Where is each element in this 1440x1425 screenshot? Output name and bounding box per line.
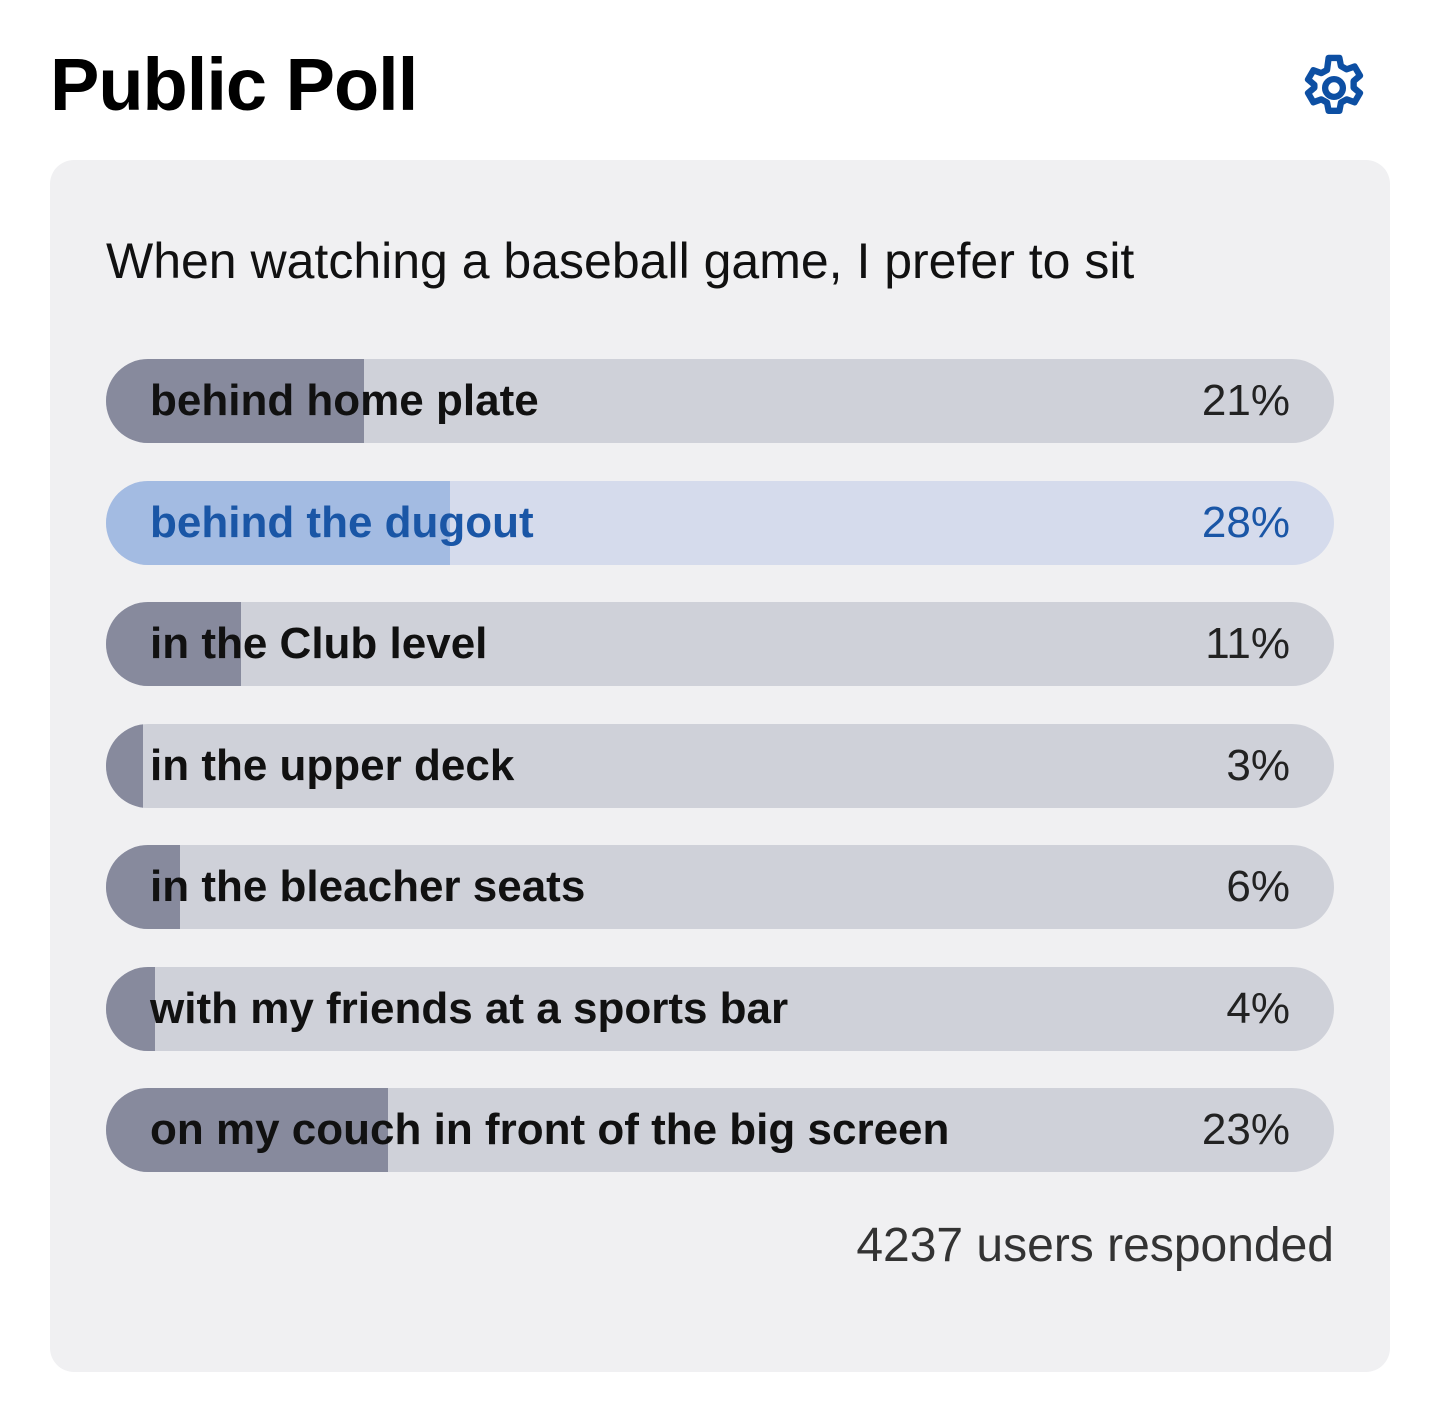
option-label: on my couch in front of the big screen	[150, 1105, 950, 1154]
result-bar-fill	[106, 602, 242, 686]
option-percent: 23%	[1201, 1105, 1290, 1154]
result-bar-fill	[106, 359, 364, 443]
option-percent: 11%	[1205, 619, 1290, 668]
poll-option[interactable]: on my couch in front of the big screen 2…	[106, 1088, 1334, 1172]
option-label: in the Club level	[150, 619, 488, 668]
poll-option[interactable]: behind home plate 21%	[106, 359, 1334, 443]
poll-option[interactable]: with my friends at a sports bar 4%	[106, 966, 1334, 1051]
gear-icon[interactable]	[1296, 50, 1372, 126]
option-percent: 4%	[1226, 983, 1290, 1033]
option-percent: 6%	[1226, 862, 1290, 911]
option-label: behind the dugout	[150, 497, 534, 547]
poll-question: When watching a baseball game, I prefer …	[106, 233, 1135, 289]
poll-option-selected[interactable]: behind the dugout 28%	[106, 480, 1334, 565]
result-bar-fill	[106, 480, 450, 565]
result-bar-fill	[106, 723, 143, 808]
option-label: behind home plate	[150, 376, 539, 425]
option-percent: 21%	[1201, 376, 1290, 425]
option-label: in the bleacher seats	[150, 862, 586, 911]
result-bar-fill	[106, 845, 180, 929]
result-bar-fill	[106, 1088, 389, 1172]
poll-option[interactable]: in the upper deck 3%	[106, 723, 1334, 808]
option-label: with my friends at a sports bar	[150, 983, 789, 1033]
poll-option[interactable]: in the bleacher seats 6%	[106, 845, 1334, 929]
result-bar-fill	[106, 966, 156, 1051]
poll-option[interactable]: in the Club level 11%	[106, 602, 1334, 686]
option-label: in the upper deck	[150, 740, 515, 790]
poll-card: When watching a baseball game, I prefer …	[50, 160, 1390, 1372]
response-count: 4237 users responded	[856, 1219, 1334, 1272]
option-percent: 28%	[1201, 497, 1290, 547]
option-percent: 3%	[1226, 740, 1290, 790]
page-title: Public Poll	[50, 43, 418, 126]
